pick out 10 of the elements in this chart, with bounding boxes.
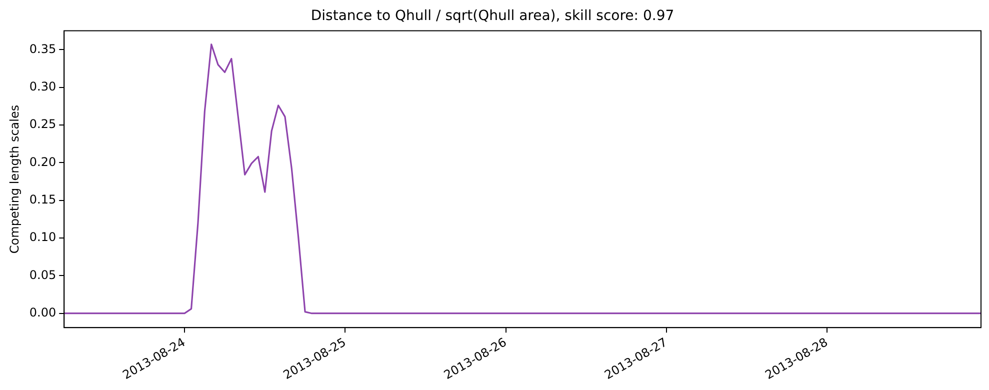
y-tick-label: 0.10	[29, 230, 56, 244]
y-tick-label: 0.20	[29, 154, 56, 169]
y-tick-label: 0.05	[29, 268, 56, 282]
y-tick-label: 0.25	[29, 117, 56, 132]
y-axis-title: Competing length scales	[7, 104, 22, 254]
y-tick-label: 0.00	[29, 305, 56, 320]
y-tick-label: 0.30	[29, 79, 56, 94]
chart-title: Distance to Qhull / sqrt(Qhull area), skill score: 0.97	[310, 8, 674, 24]
y-tick-label: 0.35	[29, 42, 56, 56]
y-tick-label: 0.15	[29, 192, 56, 206]
